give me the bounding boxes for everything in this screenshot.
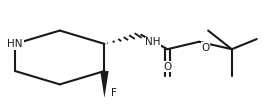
Text: HN: HN xyxy=(7,39,23,49)
Text: NH: NH xyxy=(145,37,161,47)
Polygon shape xyxy=(100,71,109,98)
Text: O: O xyxy=(202,43,210,53)
Text: F: F xyxy=(111,88,117,98)
Text: O: O xyxy=(163,62,172,72)
